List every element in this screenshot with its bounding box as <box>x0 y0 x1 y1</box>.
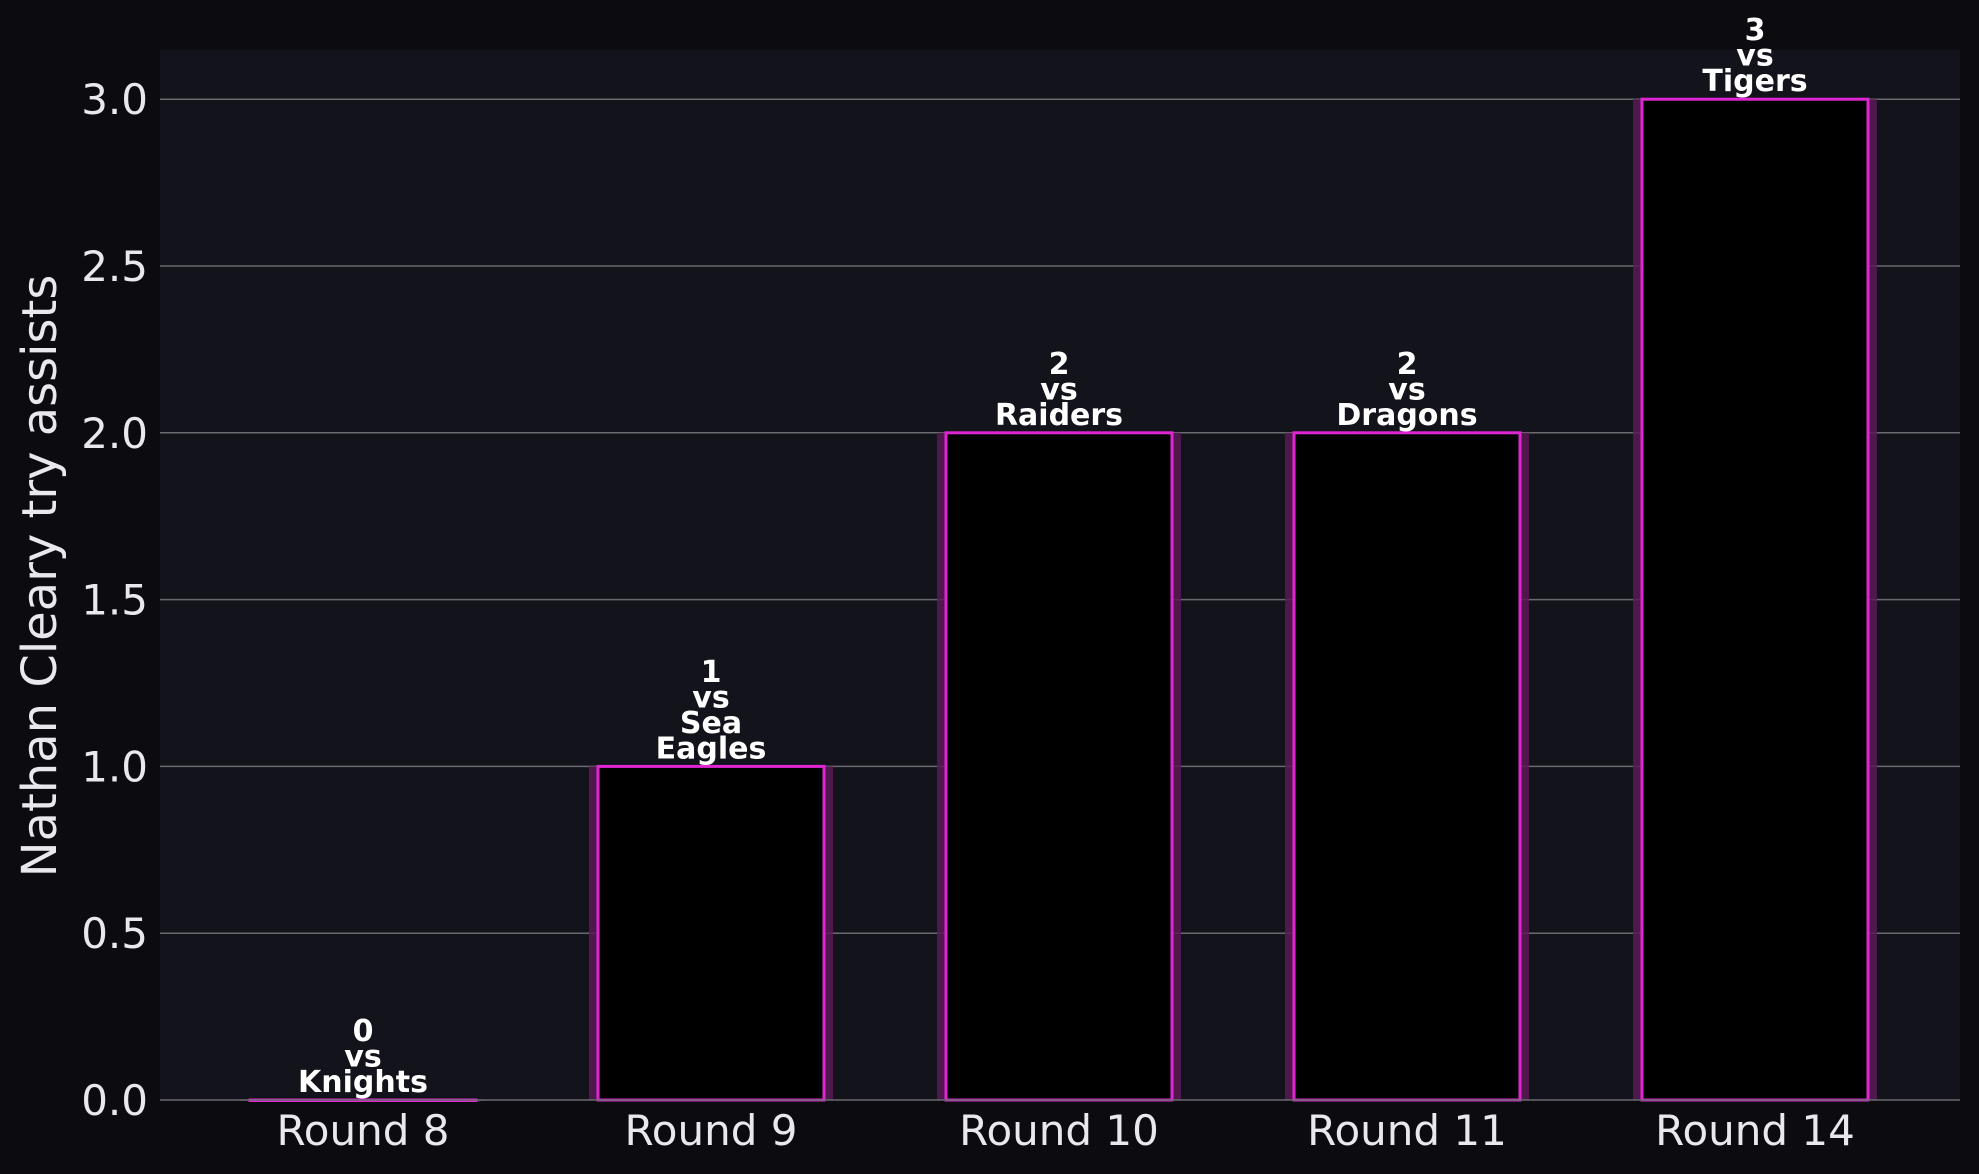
bar <box>1640 97 1870 1102</box>
y-axis-label: Nathan Cleary try assists <box>12 275 68 878</box>
y-tick-label: 3.0 <box>81 75 148 124</box>
bar-data-label: Dragons <box>1336 398 1477 433</box>
y-tick-label: 2.5 <box>81 242 148 291</box>
bar <box>1292 431 1522 1102</box>
bar-data-label: 2 <box>1049 347 1070 382</box>
y-tick-label: 1.0 <box>81 742 148 791</box>
bar <box>596 764 826 1102</box>
bar-value-labels: 0vsKnights1vsSeaEagles2vsRaiders2vsDrago… <box>298 13 1808 1100</box>
bar-data-label: vs <box>1040 372 1077 407</box>
bar-data-label: Raiders <box>995 398 1123 433</box>
bar-data-label: 0 <box>353 1014 374 1049</box>
bar-data-label: vs <box>692 680 729 715</box>
x-tick-label: Round 11 <box>1307 1106 1507 1155</box>
x-tick-label: Round 8 <box>277 1106 450 1155</box>
bar-data-label: vs <box>344 1040 381 1075</box>
y-tick-label: 2.0 <box>81 409 148 458</box>
bar-data-label: vs <box>1388 372 1425 407</box>
bars <box>241 97 1877 1102</box>
x-tick-label: Round 14 <box>1655 1106 1855 1155</box>
axes: 0.0 0.5 1.0 1.5 2.0 2.5 3.0 Round 8 Round 9 Round… <box>81 75 1960 1155</box>
bar-data-label: Sea <box>680 706 742 741</box>
bar-data-label: Tigers <box>1702 64 1807 99</box>
x-tick-label: Round 9 <box>625 1106 798 1155</box>
bar-data-label: vs <box>1736 39 1773 74</box>
bar <box>944 431 1174 1102</box>
x-tick-label: Round 10 <box>959 1106 1159 1155</box>
y-tick-label: 0.0 <box>81 1076 148 1125</box>
y-tick-label: 1.5 <box>81 576 148 625</box>
y-tick-label: 0.5 <box>81 909 148 958</box>
bar-data-label: 2 <box>1397 347 1418 382</box>
bar-data-label: 1 <box>701 655 722 690</box>
bar-data-label: 3 <box>1745 13 1766 48</box>
bar-data-label: Knights <box>298 1065 428 1100</box>
bar-data-label: Eagles <box>656 731 767 766</box>
